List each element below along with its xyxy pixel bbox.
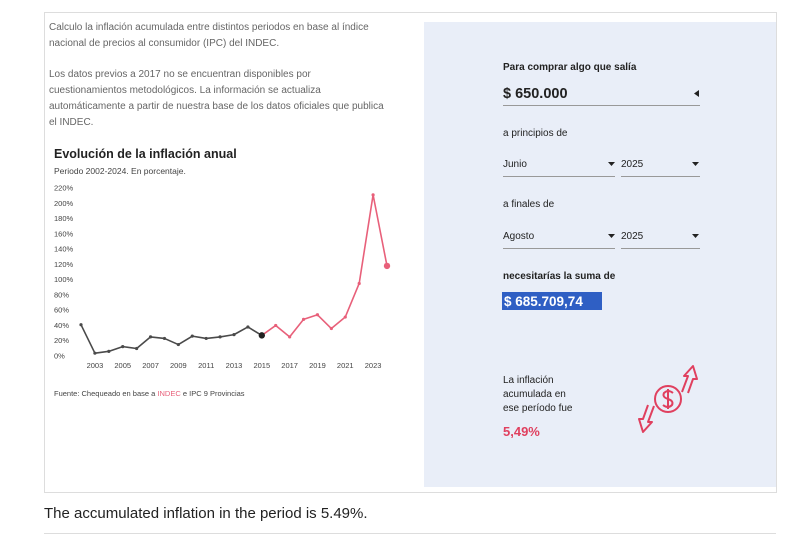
point	[246, 325, 250, 329]
point	[148, 335, 153, 339]
point	[176, 342, 180, 347]
x-tick-label: 2005	[114, 361, 131, 370]
point	[93, 351, 97, 355]
inflation-value: 5,49%	[503, 424, 540, 439]
y-tick-label: 20%	[54, 336, 69, 345]
point	[371, 193, 375, 197]
intro-line: nacional de precios al consumidor (IPC) …	[49, 38, 279, 49]
select-arrow	[608, 234, 615, 238]
point	[288, 335, 292, 339]
y-tick-label: 100%	[54, 275, 74, 284]
y-tick-label: 120%	[54, 260, 74, 269]
month-select[interactable]: Junio	[503, 159, 527, 170]
label: Para comprar algo que salía	[503, 62, 637, 73]
note-line: automáticamente a partir de nuestra base…	[49, 101, 384, 112]
calculator-panel	[424, 22, 776, 487]
x-tick-label: 2019	[309, 361, 326, 370]
x-tick-label: 2023	[365, 361, 382, 370]
x-tick-label: 2017	[281, 361, 298, 370]
y-tick-label: 40%	[54, 321, 69, 330]
inflation-label: acumulada en	[503, 389, 566, 400]
point	[329, 326, 333, 331]
source-text: e IPC 9 Provincias	[181, 389, 245, 398]
year-select[interactable]: 2025	[621, 231, 644, 242]
line	[261, 194, 388, 338]
point	[121, 345, 125, 349]
x-tick-label: 2011	[198, 361, 214, 370]
point	[274, 323, 278, 328]
select-arrow	[692, 162, 699, 166]
select-arrow	[608, 162, 615, 166]
note-line: Los datos previos a 2017 no se encuentra…	[49, 69, 312, 80]
month-select[interactable]: Agosto	[503, 231, 535, 242]
dollar-icon	[638, 365, 698, 433]
y-tick-label: 180%	[54, 214, 74, 223]
source-link[interactable]: INDEC	[157, 389, 181, 398]
inflation-label: ese período fue	[503, 403, 573, 414]
y-tick-label: 140%	[54, 245, 74, 254]
inflation-label: La inflación	[503, 375, 554, 386]
point	[357, 281, 361, 286]
point	[343, 315, 347, 319]
x-tick-label: 2013	[226, 361, 243, 370]
x-tick-label: 2003	[87, 361, 104, 370]
point	[204, 336, 208, 341]
point	[315, 313, 320, 317]
input-arrow	[694, 90, 699, 97]
source-text: Fuente: Chequeado en base a	[54, 389, 157, 398]
label: a finales de	[503, 199, 555, 210]
intro-line: Calculo la inflación acumulada entre dis…	[49, 22, 369, 33]
point	[232, 333, 236, 337]
result: $ 685.709,74	[504, 294, 583, 309]
point	[162, 336, 167, 341]
chart-title: Evolución de la inflación anual	[54, 147, 237, 161]
point	[301, 317, 306, 321]
point	[190, 334, 194, 338]
point	[218, 335, 222, 339]
note-line: el INDEC.	[49, 117, 93, 128]
source: Fuente: Chequeado en base a INDEC e IPC …	[54, 389, 245, 398]
x-tick-label: 2021	[337, 361, 354, 370]
plot: 0% 20% 40% 60% 80% 100% 120% 140% 160% 180% 200% 22…	[54, 184, 391, 370]
point	[135, 346, 139, 351]
intro: Calculo la inflación acumulada entre dis…	[49, 22, 384, 128]
point	[79, 323, 83, 327]
select-arrow	[692, 234, 699, 238]
y-tick-label: 60%	[54, 306, 69, 315]
y-tick-label: 200%	[54, 199, 74, 208]
chart-subtitle: Periodo 2002-2024. En porcentaje.	[54, 166, 186, 176]
y-tick-label: 0%	[54, 352, 65, 361]
caption: The accumulated inflation in the period …	[44, 505, 368, 522]
result-highlight	[502, 292, 602, 310]
point	[383, 262, 391, 270]
y-tick-label: 80%	[54, 290, 69, 299]
y-tick-label: 160%	[54, 229, 74, 238]
year-select[interactable]: 2025	[621, 159, 644, 170]
label: a principios de	[503, 128, 568, 139]
y-tick-label: 220%	[54, 184, 74, 193]
line	[80, 324, 263, 354]
x-tick-label: 2007	[142, 361, 159, 370]
point	[258, 332, 266, 339]
note-line: cuestionamientos metodológicos. La infor…	[49, 85, 321, 96]
label: necesitarías la suma de	[503, 271, 616, 282]
x-tick-label: 2009	[170, 361, 187, 370]
point	[107, 349, 111, 353]
x-tick-label: 2015	[253, 361, 270, 370]
price-input[interactable]: $ 650.000	[503, 86, 568, 102]
